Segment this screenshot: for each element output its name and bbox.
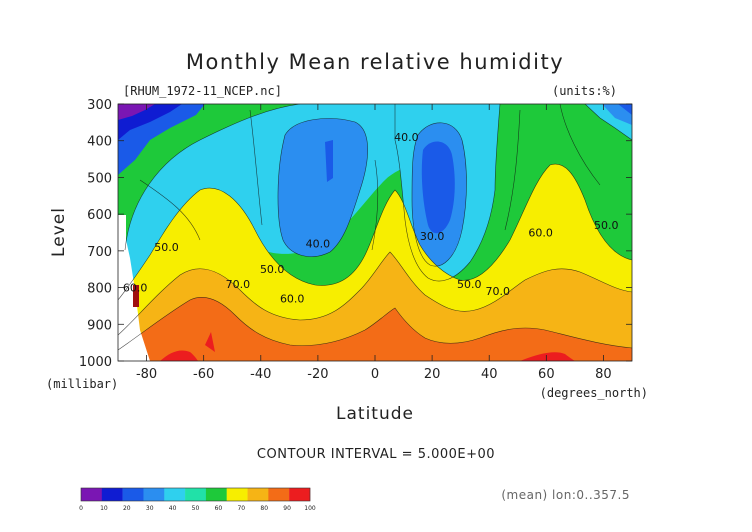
x-tick-label: -80 bbox=[136, 367, 157, 382]
contour-interval-label: CONTOUR INTERVAL = 5.000E+00 bbox=[257, 447, 495, 462]
colorbar-tick-label: 20 bbox=[123, 505, 131, 512]
fill-band-0-10 bbox=[118, 104, 155, 120]
colorbar-tick-label: 0 bbox=[79, 505, 83, 512]
contour-label: 30.0 bbox=[420, 230, 445, 243]
fill-band-100-edge bbox=[133, 285, 139, 307]
colorbar-tick-label: 80 bbox=[260, 505, 268, 512]
colorbar-swatch bbox=[268, 488, 290, 501]
x-tick-label: 80 bbox=[595, 367, 612, 382]
contour-label: 60.0 bbox=[280, 293, 305, 306]
colorbar-swatch bbox=[164, 488, 186, 501]
contour-label: 40.0 bbox=[394, 131, 419, 144]
colorbar-tick-label: 90 bbox=[283, 505, 291, 512]
contour-lines bbox=[118, 104, 632, 351]
colorbar-tick-label: 60 bbox=[215, 505, 223, 512]
contour-label: 70.0 bbox=[226, 278, 251, 291]
fill-band-20-30-center bbox=[421, 141, 455, 234]
fill-band-20-30-right bbox=[618, 104, 632, 115]
contour-labels: 40.0 40.0 30.0 50.0 50.0 50.0 50.0 60.0 60.0 60.0… bbox=[123, 131, 619, 306]
fill-band-100-left bbox=[160, 350, 198, 361]
colorbar-swatch bbox=[289, 488, 311, 501]
mean-label: (mean) lon:0..357.5 bbox=[501, 488, 630, 502]
fill-band-90-100 bbox=[118, 297, 632, 361]
y-tick-label: 300 bbox=[87, 98, 112, 113]
contour-label: 60.0 bbox=[528, 227, 553, 240]
y-axis-title: Level bbox=[49, 207, 69, 257]
fill-band-100-right bbox=[520, 352, 575, 361]
x-tick-label: 40 bbox=[481, 367, 498, 382]
colorbar-tick-label: 100 bbox=[304, 505, 316, 512]
y-tick-label: 500 bbox=[87, 171, 112, 186]
fill-band-30-40-left bbox=[277, 118, 368, 257]
colorbar-swatch bbox=[81, 488, 103, 501]
colorbar-swatch bbox=[101, 488, 123, 501]
contour-label: 40.0 bbox=[306, 238, 331, 251]
contour-label: 50.0 bbox=[154, 241, 179, 254]
colorbar-swatch bbox=[205, 488, 227, 501]
y-tick-label: 900 bbox=[87, 318, 112, 333]
x-tick-label: -60 bbox=[193, 367, 214, 382]
colorbar-tick-label: 40 bbox=[169, 505, 177, 512]
x-tick-label: 60 bbox=[538, 367, 555, 382]
contour-label: 60.0 bbox=[123, 282, 148, 295]
fill-band-30-40-right bbox=[602, 104, 632, 125]
colorbar-swatch bbox=[185, 488, 207, 501]
x-tick-label: 20 bbox=[424, 367, 441, 382]
colorbar-swatch bbox=[143, 488, 165, 501]
colorbar-swatch bbox=[122, 488, 144, 501]
file-label: [RHUM_1972-11_NCEP.nc] bbox=[123, 84, 282, 98]
y-axis-unit: (millibar) bbox=[46, 377, 118, 391]
x-axis-title: Latitude bbox=[336, 404, 414, 424]
fill-band-20-30-small bbox=[325, 140, 333, 182]
fill-band-100-mid bbox=[205, 332, 215, 352]
contour-plot-area bbox=[118, 104, 632, 361]
colorbar-tick-label: 10 bbox=[100, 505, 108, 512]
x-ticks: -80 -60 -40 -20 0 20 40 60 80 bbox=[136, 104, 612, 382]
y-tick-label: 400 bbox=[87, 135, 112, 150]
colorbar: 0 10 20 30 40 50 60 70 80 90 100 bbox=[79, 487, 316, 512]
y-tick-label: 700 bbox=[87, 245, 112, 260]
chart-title: Monthly Mean relative humidity bbox=[186, 50, 564, 74]
contour-label: 70.0 bbox=[486, 285, 511, 298]
colorbar-swatch bbox=[226, 488, 248, 501]
y-tick-label: 1000 bbox=[79, 355, 112, 370]
colorbar-tick-label: 70 bbox=[237, 505, 245, 512]
colorbar-swatch bbox=[247, 488, 269, 501]
x-tick-label: -20 bbox=[307, 367, 328, 382]
y-tick-label: 800 bbox=[87, 282, 112, 297]
x-tick-label: -40 bbox=[250, 367, 271, 382]
y-ticks: 300 400 500 600 700 800 900 1000 bbox=[79, 98, 632, 370]
contour-label: 50.0 bbox=[457, 278, 482, 291]
x-axis-unit: (degrees_north) bbox=[540, 386, 648, 400]
colorbar-tick-label: 50 bbox=[192, 505, 200, 512]
contour-label: 50.0 bbox=[594, 219, 619, 232]
colorbar-tick-label: 30 bbox=[146, 505, 154, 512]
units-label: (units:%) bbox=[552, 84, 617, 98]
x-tick-label: 0 bbox=[371, 367, 379, 382]
contour-label: 50.0 bbox=[260, 263, 285, 276]
colorbar-frame bbox=[80, 487, 311, 502]
y-tick-label: 600 bbox=[87, 208, 112, 223]
